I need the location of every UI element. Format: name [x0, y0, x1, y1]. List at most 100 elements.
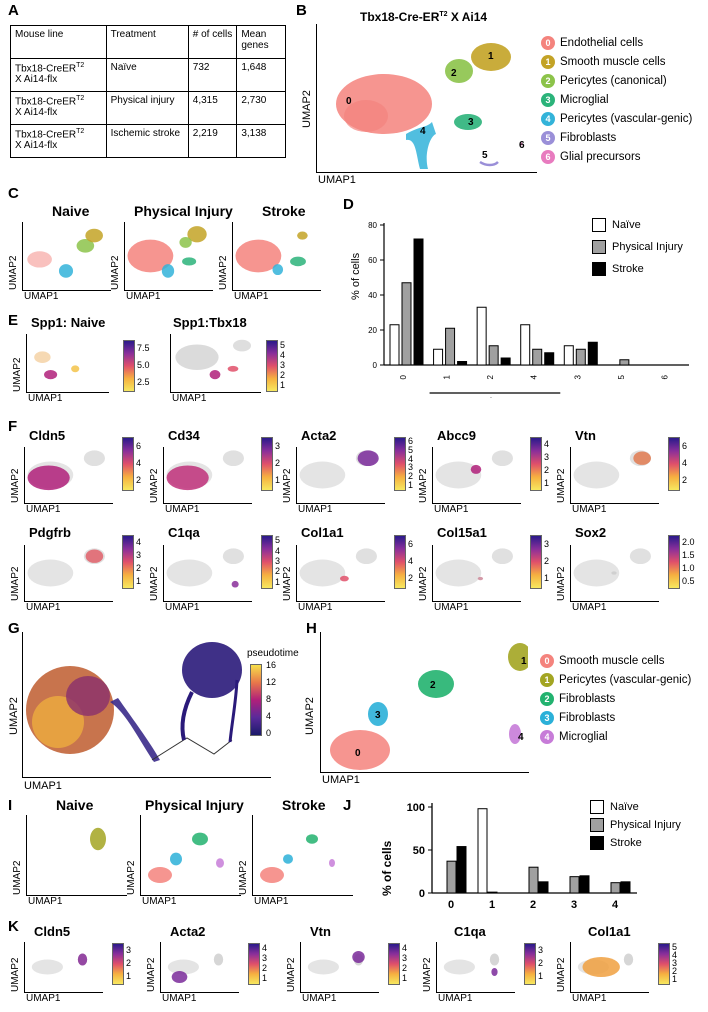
- k-col1a1-colorbar: [658, 943, 670, 985]
- legend-label: Fibroblasts: [559, 693, 616, 705]
- mouse-line-table: Mouse line Treatment # of cells Mean gen…: [10, 25, 286, 158]
- f-col15a1-colorbar-tick: 1: [544, 573, 550, 584]
- umap-i-2-points: [283, 854, 293, 864]
- pseudotime-colorbar: [250, 664, 262, 736]
- spp1-naive-colorbar-tick: 5.0: [137, 360, 150, 370]
- umap-i-title: Stroke: [282, 797, 326, 813]
- umap-f-col15a1-xlabel: UMAP1: [434, 602, 469, 613]
- table-header: Mean genes: [236, 25, 286, 59]
- gene-title-cldn5: Cldn5: [29, 428, 66, 443]
- k-acta2-colorbar-tick: 4: [262, 943, 268, 953]
- legend-dot-icon: 4: [540, 730, 554, 744]
- umap-f-pdgfrb-points: [27, 559, 74, 587]
- cluster-6-points: [519, 142, 523, 146]
- umap-i-title: Naive: [56, 797, 94, 813]
- umap-k-vtn-points: [352, 951, 365, 963]
- k-c1qa-colorbar-tick: 3: [538, 944, 544, 955]
- gene-title-pdgfrb: Pdgfrb: [29, 525, 71, 540]
- umap-i-0-points: [90, 827, 106, 851]
- table-cell-line: Tbx18-CreERT2 X Ai14-flx: [10, 91, 107, 125]
- umap-h-ylabel: UMAP2: [304, 697, 316, 735]
- chart-j-ytick-label: 100: [407, 802, 425, 814]
- f-c1qa-colorbar-tick: 1: [275, 576, 281, 587]
- cluster-label-0: 0: [346, 96, 352, 107]
- umap-c-2-points: [290, 256, 306, 267]
- chart-d-xtick-label: 3: [573, 374, 582, 379]
- umap-k-c1qa-points: [491, 968, 498, 976]
- table-row: Tbx18-CreERT2 X Ai14-flx Physical injury …: [10, 91, 286, 125]
- umap-f-cd34-ylabel: UMAP2: [149, 468, 160, 503]
- chart-j-xtick-label: 3: [571, 899, 577, 911]
- umap-f-pdgfrb-xlabel: UMAP1: [26, 602, 61, 613]
- umap-f-col1a1-points: [340, 575, 349, 582]
- f-abcc9-colorbar-tick: 1: [544, 477, 550, 488]
- legend-dot-icon: 3: [540, 711, 554, 725]
- umap-i-2-points: [329, 859, 335, 867]
- umap-k-vtn-xlabel: UMAP1: [302, 993, 337, 1004]
- k-acta2-colorbar: [248, 943, 260, 985]
- table-header-row: Mouse line Treatment # of cells Mean gen…: [10, 25, 286, 59]
- k-gene-title-c1qa: C1qa: [454, 924, 486, 939]
- umap-k-col1a1-xlabel: UMAP1: [572, 993, 607, 1004]
- umap-f-acta2-points: [299, 461, 346, 489]
- umap-b-xlabel: UMAP1: [318, 174, 356, 186]
- chart-d-ytick-label: 40: [368, 291, 377, 300]
- umap-f-c1qa-plot: [166, 548, 244, 588]
- umap-e-naive-axes: [26, 334, 109, 393]
- chart-j-bar-stroke-3: [579, 875, 590, 894]
- k-c1qa-colorbar-tick: 2: [538, 958, 544, 968]
- table-cell-line: Tbx18-CreERT2 X Ai14-flx: [10, 124, 107, 158]
- chart-d-bar-na-ve-4: [520, 324, 531, 366]
- umap-c-1-points: [187, 226, 207, 243]
- pseudotime-branch: [110, 698, 160, 762]
- umap-g-plot: [26, 642, 242, 762]
- umap-f-cldn5-ylabel: UMAP2: [10, 468, 21, 503]
- k-col1a1-colorbar-tick: 5: [672, 942, 678, 952]
- chart-j-bar-physical-injury-4: [610, 882, 621, 894]
- umap-c-0-points: [27, 251, 52, 268]
- chart-d-ytick-label: 0: [373, 361, 378, 370]
- f-abcc9-colorbar-tick: 2: [544, 464, 550, 475]
- spp1-naive-colorbar: [123, 340, 135, 392]
- umap-c-2-axes: [232, 222, 321, 291]
- legend-item-cluster-2: 2 Pericytes (canonical): [541, 74, 667, 88]
- legend-label: Endothelial cells: [560, 37, 644, 49]
- f-pdgfrb-colorbar: [122, 535, 134, 589]
- h-cluster-label-1: 1: [521, 656, 527, 667]
- chart-d-bar-physical-injury-5: [619, 359, 630, 366]
- legend-item-cluster-4: 4 Pericytes (vascular-genic): [541, 112, 692, 126]
- umap-f-pdgfrb-points: [85, 549, 104, 563]
- f-c1qa-colorbar-tick: 5: [275, 535, 281, 546]
- umap-f-pdgfrb-axes: [24, 545, 113, 602]
- f-sox2-colorbar: [668, 535, 680, 589]
- f-pdgfrb-colorbar-tick: 4: [136, 536, 142, 547]
- pseudotime-tick-label: 12: [266, 677, 277, 687]
- umap-i-1-xlabel: UMAP1: [142, 896, 177, 907]
- gene-title-c1qa: C1qa: [168, 525, 200, 540]
- umap-f-pdgfrb-ylabel: UMAP2: [10, 566, 21, 601]
- umap-k-cldn5-points: [31, 959, 63, 975]
- umap-f-col15a1-points: [435, 559, 482, 587]
- chart-d-ytick-label: 20: [368, 326, 377, 335]
- f-acta2-colorbar-tick: 2: [408, 471, 414, 481]
- chart-j: 0 50 100 0 1 2 3 4: [407, 802, 637, 911]
- umap-i-1-ylabel: UMAP2: [126, 860, 137, 895]
- umap-f-col1a1-xlabel: UMAP1: [298, 602, 333, 613]
- f-cldn5-colorbar-tick: 6: [136, 440, 142, 451]
- f-sox2-colorbar-tick: 2.0: [682, 536, 695, 547]
- umap-f-pdgfrb-plot: [27, 548, 105, 587]
- f-cldn5-colorbar-tick: 4: [136, 458, 142, 468]
- f-acta2-colorbar: [394, 437, 406, 491]
- chart-j-bar-na-ve-1: [477, 808, 488, 894]
- f-c1qa-colorbar-tick: 2: [275, 566, 281, 577]
- legend-label: Glial precursors: [560, 151, 641, 163]
- f-c1qa-colorbar: [261, 535, 273, 589]
- chart-d-bar-na-ve-0: [389, 324, 400, 366]
- umap-i-1-points: [170, 852, 182, 866]
- umap-f-abcc9-points: [435, 461, 482, 489]
- panel-label-h: H: [306, 620, 317, 637]
- k-vtn-colorbar-tick: 4: [402, 943, 408, 953]
- k-acta2-colorbar-tick: 2: [262, 963, 268, 973]
- panel-label-e: E: [8, 312, 19, 329]
- umap-e-tbx18-axes: [170, 334, 261, 393]
